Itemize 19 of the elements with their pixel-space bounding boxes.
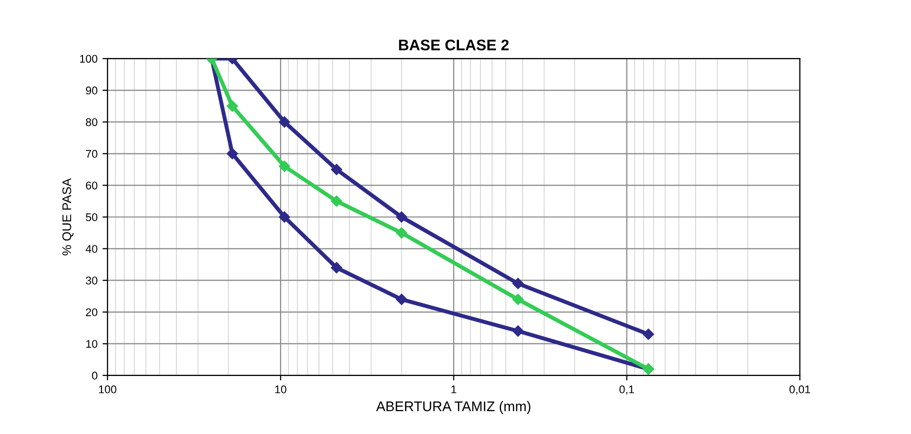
- y-tick-label: 30: [86, 276, 98, 284]
- y-tick-label: 0: [92, 372, 98, 380]
- y-axis-title: % QUE PASA: [62, 178, 74, 256]
- y-tick-label: 10: [86, 340, 98, 348]
- x-tick-label: 100: [99, 385, 116, 394]
- y-tick-label: 80: [86, 118, 98, 126]
- x-axis-title: ABERTURA TAMIZ (mm): [376, 401, 530, 414]
- x-tick-label: 0,1: [619, 385, 634, 395]
- x-tick-label: 0,01: [789, 385, 810, 395]
- y-tick-label: 20: [86, 308, 98, 316]
- y-tick-label: 60: [86, 182, 98, 190]
- y-tick-label: 70: [86, 150, 98, 158]
- x-tick-label: 10: [275, 385, 286, 394]
- y-tick-label: 100: [80, 54, 98, 63]
- x-tick-label: 1: [451, 386, 456, 394]
- y-tick-label: 90: [86, 86, 98, 94]
- y-tick-label: 40: [86, 244, 98, 253]
- chart-title: BASE CLASE 2: [399, 40, 509, 50]
- y-tick-label: 50: [86, 213, 98, 222]
